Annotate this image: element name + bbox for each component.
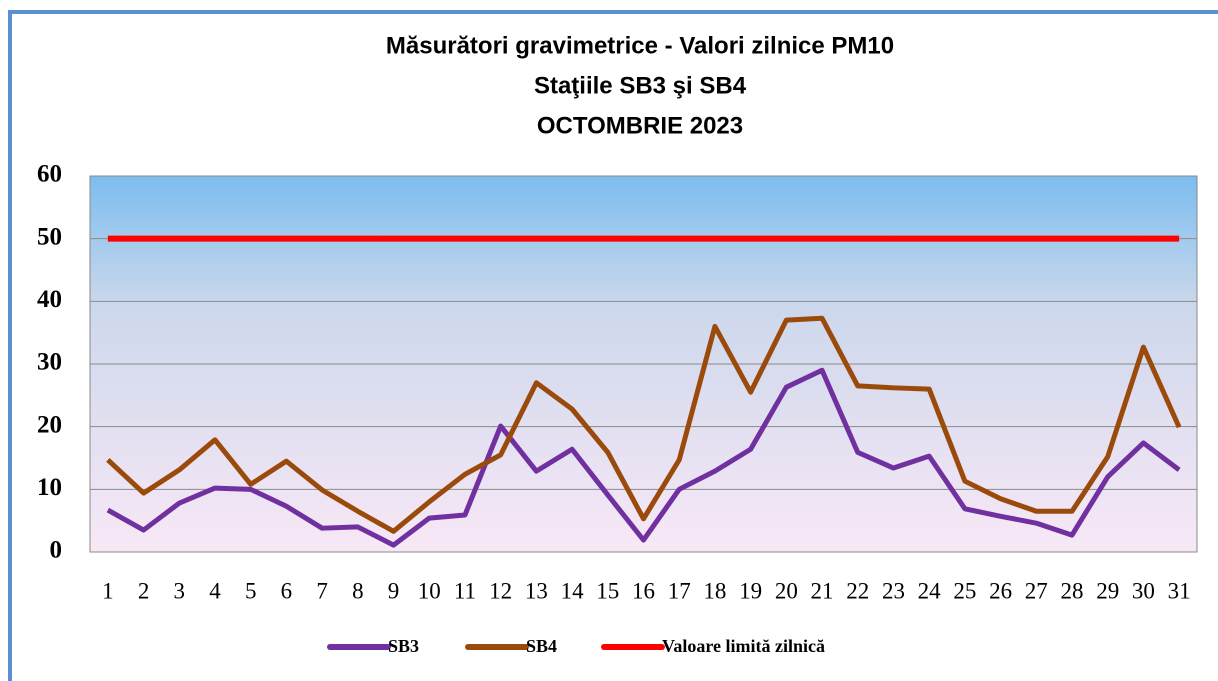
- x-tick-label: 8: [352, 578, 364, 603]
- x-tick-label: 18: [703, 578, 726, 603]
- x-tick-label: 25: [953, 578, 976, 603]
- x-tick-label: 5: [245, 578, 257, 603]
- x-tick-label: 24: [918, 578, 942, 603]
- y-tick-label: 10: [37, 474, 62, 501]
- y-tick-label: 40: [37, 286, 62, 313]
- x-tick-label: 26: [989, 578, 1012, 603]
- x-tick-label: 31: [1168, 578, 1191, 603]
- y-tick-label: 0: [50, 537, 63, 564]
- chart-title: OCTOMBRIE 2023: [537, 112, 743, 139]
- legend-label: SB4: [526, 636, 557, 656]
- x-tick-label: 21: [811, 578, 834, 603]
- x-tick-label: 12: [489, 578, 512, 603]
- chart-title: Măsurători gravimetrice - Valori zilnice…: [386, 32, 894, 59]
- y-tick-label: 30: [37, 349, 62, 376]
- x-tick-label: 29: [1096, 578, 1119, 603]
- x-tick-label: 14: [561, 578, 585, 603]
- legend-label: Valoare limită zilnică: [662, 636, 825, 656]
- series-line: [106, 315, 1182, 534]
- x-tick-label: 15: [596, 578, 619, 603]
- x-tick-label: 3: [174, 578, 186, 603]
- x-tick-label: 13: [525, 578, 548, 603]
- x-tick-label: 27: [1025, 578, 1048, 603]
- x-tick-label: 19: [739, 578, 762, 603]
- x-tick-label: 1: [102, 578, 114, 603]
- x-tick-label: 16: [632, 578, 655, 603]
- x-tick-label: 23: [882, 578, 905, 603]
- x-tick-label: 30: [1132, 578, 1155, 603]
- x-tick-label: 6: [281, 578, 293, 603]
- x-tick-label: 2: [138, 578, 150, 603]
- y-tick-label: 50: [37, 223, 62, 250]
- frame: [8, 10, 1218, 681]
- x-tick-label: 22: [846, 578, 869, 603]
- x-tick-label: 4: [209, 578, 221, 603]
- y-tick-label: 60: [37, 161, 62, 188]
- x-tick-label: 7: [316, 578, 328, 603]
- series-line: [106, 367, 1181, 548]
- x-tick-label: 28: [1061, 578, 1084, 603]
- x-tick-label: 20: [775, 578, 798, 603]
- x-tick-label: 9: [388, 578, 400, 603]
- x-tick-label: 10: [418, 578, 441, 603]
- chart-title: Staţiile SB3 şi SB4: [534, 72, 747, 99]
- legend-label: SB3: [388, 636, 419, 656]
- y-tick-label: 20: [37, 411, 62, 438]
- x-tick-label: 11: [454, 578, 476, 603]
- x-tick-label: 17: [668, 578, 691, 603]
